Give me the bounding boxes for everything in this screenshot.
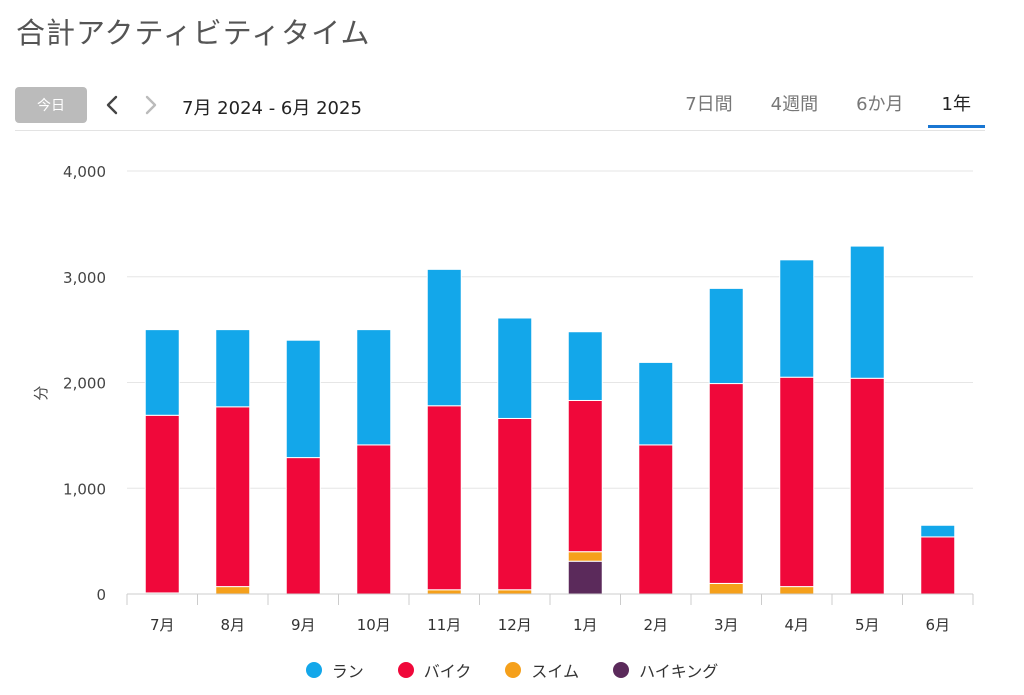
legend-item[interactable]: ラン [305,658,364,682]
date-toolbar: 今日 7月 2024 - 6月 2025 7日間 4週間 6か月 1年 [15,86,985,131]
next-period-button[interactable] [140,92,162,118]
x-tick-label: 7月 [150,616,175,634]
bar-segment [779,376,815,588]
x-tick-label: 1月 [573,616,598,634]
y-tick-label: 1,000 [63,480,106,498]
bar-segment [426,268,462,407]
bar-segment [215,406,251,588]
bar-segment [708,582,744,595]
tab-1-year[interactable]: 1年 [927,86,985,128]
x-tick-label: 11月 [427,616,461,634]
bar-segment [356,329,392,446]
bar-segment [567,399,603,553]
legend-item[interactable]: バイク [397,658,472,682]
x-tick-label: 2月 [643,616,668,634]
x-tick-label: 4月 [784,616,809,634]
bar-segment [144,414,180,594]
y-tick-label: 2,000 [63,375,106,393]
y-axis-label: 分 [32,386,50,401]
bar-segment [215,586,251,595]
legend-swatch [613,662,630,678]
bar-segment [779,259,815,378]
legend-label: スイム [531,662,580,681]
y-tick-label: 0 [96,586,106,604]
date-range-label: 7月 2024 - 6月 2025 [182,98,362,119]
bar-segment [567,331,603,401]
tab-7-days[interactable]: 7日間 [685,94,733,115]
bar-segment [426,589,462,595]
bar-segment [567,560,603,595]
legend-swatch [505,662,522,678]
period-tabs: 7日間 4週間 6か月 1年 [661,86,985,130]
bar-segment [920,524,956,538]
x-tick-label: 3月 [714,616,739,634]
bar-segment [285,457,321,595]
y-tick-label: 4,000 [63,163,106,181]
tab-4-weeks[interactable]: 4週間 [770,94,819,115]
legend-label: バイク [423,662,472,681]
x-tick-label: 8月 [220,616,245,634]
page-title: 合計アクティビティタイム [16,16,371,50]
chart-legend: ラン バイク スイム ハイキング [0,658,1024,682]
activity-time-chart: 0 1,000 2,000 3,000 4,000 分 7月 8月 9月 10月 11月 12月 1月 2… [32,163,974,634]
bar-segment [708,287,744,385]
x-tick-label: 6月 [925,616,950,634]
bar-segment [920,536,956,595]
bar-segment [356,444,392,595]
chevron-right-icon [145,95,157,115]
legend-item[interactable]: ハイキング [613,658,718,682]
legend-swatch [305,662,322,678]
previous-period-button[interactable] [101,92,123,118]
today-button[interactable]: 今日 [15,87,87,123]
x-tick-label: 9月 [291,616,316,634]
bar-segment [849,245,885,379]
bar-segment [497,317,533,419]
x-tick-label: 10月 [357,616,391,634]
legend-item[interactable]: スイム [505,658,579,682]
legend-label: ラン [331,662,364,681]
bar-segment [638,444,674,595]
y-tick-label: 3,000 [63,269,106,287]
legend-swatch [397,662,414,678]
bar-segment [497,589,533,595]
bar-segment [497,417,533,591]
legend-label: ハイキング [639,662,719,681]
bar-segment [567,551,603,562]
bar-segment [849,377,885,595]
bar-segment [779,586,815,595]
bar-segment [144,329,180,416]
bar-segment [708,383,744,584]
tab-6-months[interactable]: 6か月 [856,94,904,115]
x-tick-label: 12月 [498,616,532,634]
bar-segment [638,361,674,446]
bar-segment [215,329,251,408]
chevron-left-icon [106,95,118,115]
bar-segment [285,339,321,459]
bar-segment [426,405,462,591]
x-tick-label: 5月 [855,616,880,634]
